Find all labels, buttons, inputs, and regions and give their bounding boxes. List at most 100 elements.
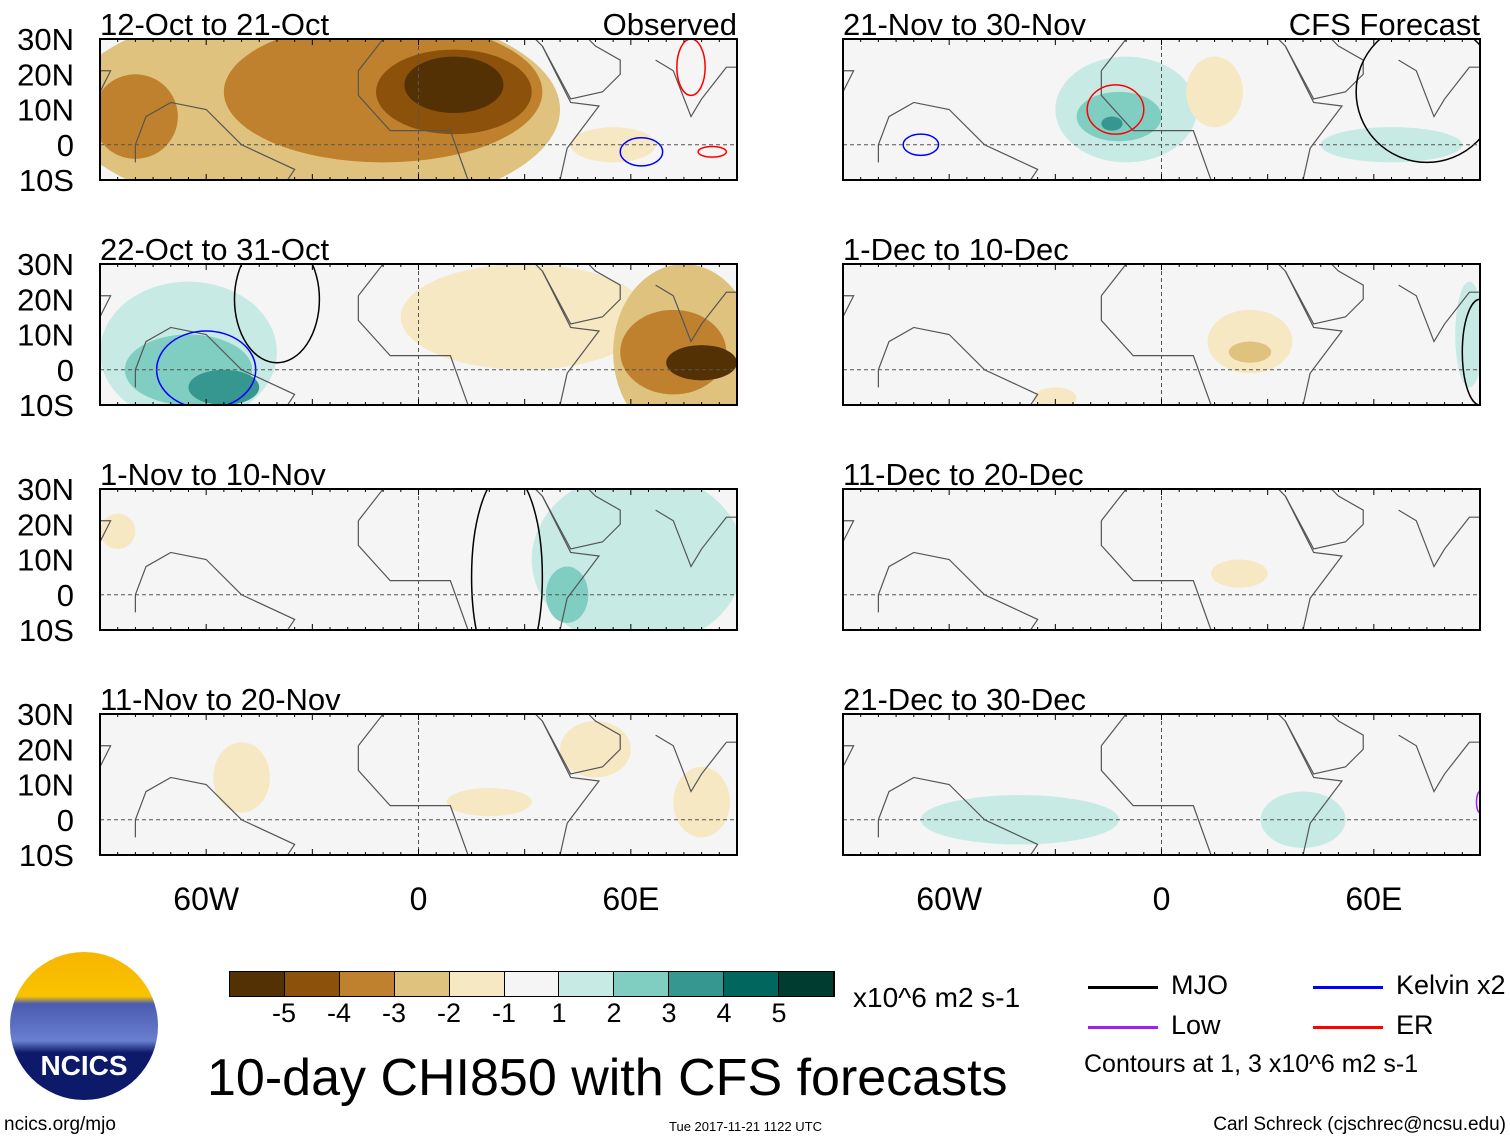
lat-label: 10S bbox=[19, 613, 74, 648]
lat-label: 10N bbox=[17, 93, 74, 128]
lon-label: 60E bbox=[1345, 881, 1402, 917]
anomaly-shade bbox=[446, 788, 532, 817]
anomaly-shade bbox=[666, 345, 737, 381]
lon-label: 60W bbox=[916, 881, 983, 917]
coastline bbox=[1284, 489, 1364, 550]
lat-label: 10N bbox=[17, 318, 74, 353]
coastline bbox=[877, 776, 1039, 855]
coastline bbox=[655, 59, 737, 118]
logo-text: NCICS bbox=[40, 1050, 128, 1081]
coastline bbox=[1100, 489, 1344, 630]
coastline bbox=[100, 714, 112, 768]
coastline bbox=[843, 489, 855, 543]
colorbar-label: -2 bbox=[436, 998, 461, 1028]
colorbar-swatch bbox=[394, 972, 450, 996]
lat-label: 0 bbox=[57, 578, 74, 613]
anomaly-shade bbox=[213, 742, 270, 813]
coastline bbox=[134, 101, 296, 180]
anomaly-shade bbox=[673, 766, 730, 838]
lat-label: 10N bbox=[17, 768, 74, 803]
lon-label: 60W bbox=[173, 881, 240, 917]
anomaly-shade bbox=[1034, 387, 1077, 405]
panel-title: 21-Nov to 30-Nov bbox=[843, 7, 1086, 42]
shading-layer bbox=[843, 264, 1480, 405]
coastline bbox=[1100, 714, 1344, 855]
panel-title: 11-Nov to 20-Nov bbox=[100, 682, 341, 717]
anomaly-shade bbox=[404, 56, 504, 114]
coastline bbox=[1100, 39, 1344, 180]
coastline bbox=[655, 509, 737, 568]
coastline bbox=[1284, 39, 1364, 100]
map-panel: 1-Dec to 10-Dec bbox=[842, 232, 1481, 406]
anomaly-shade bbox=[1228, 341, 1272, 363]
er-contour bbox=[1086, 84, 1145, 135]
panel-title: 11-Dec to 20-Dec bbox=[843, 457, 1084, 492]
anomaly-shade bbox=[100, 513, 136, 549]
coastline bbox=[357, 489, 601, 630]
lat-label: 30N bbox=[17, 697, 74, 732]
coastline bbox=[1398, 509, 1480, 568]
coastline bbox=[100, 264, 112, 318]
colorbar bbox=[229, 971, 835, 997]
map-panel: 21-Dec to 30-Dec 60W 0 60E bbox=[842, 682, 1481, 917]
coastline bbox=[134, 776, 296, 855]
anomaly-shade bbox=[400, 264, 649, 370]
lat-label: 30N bbox=[17, 472, 74, 507]
anomaly-shade bbox=[1207, 309, 1293, 374]
colorbar-label: 2 bbox=[606, 998, 622, 1028]
coastline bbox=[1398, 59, 1480, 118]
anomaly-shade bbox=[1101, 116, 1123, 131]
colorbar-units: x10^6 m2 s-1 bbox=[853, 982, 1021, 1013]
anomaly-shade bbox=[1186, 56, 1243, 128]
colorbar-swatch bbox=[504, 972, 560, 996]
panel-header: CFS Forecast bbox=[1289, 7, 1481, 42]
legend-label: Low bbox=[1171, 1010, 1221, 1040]
shading-layer bbox=[100, 714, 737, 855]
lat-label: 10S bbox=[19, 838, 74, 873]
coastline bbox=[843, 714, 855, 768]
legend-line bbox=[1088, 986, 1158, 989]
legend-line bbox=[1088, 1026, 1158, 1029]
kelvin-contour bbox=[902, 133, 940, 157]
footer-url: ncics.org/mjo bbox=[4, 1114, 116, 1135]
coastline bbox=[843, 264, 855, 318]
coastline bbox=[541, 714, 621, 775]
colorbar-swatch bbox=[669, 972, 725, 996]
colorbar-label: 4 bbox=[716, 998, 732, 1028]
lat-label: 0 bbox=[57, 803, 74, 838]
lat-label: 10S bbox=[19, 163, 74, 198]
colorbar-swatch bbox=[339, 972, 395, 996]
colorbar-swatch bbox=[284, 972, 340, 996]
lon-label: 60E bbox=[602, 881, 659, 917]
coastline bbox=[541, 489, 621, 550]
coastline bbox=[100, 489, 112, 543]
colorbar-label: -1 bbox=[491, 998, 516, 1028]
coastline bbox=[843, 39, 855, 93]
lon-label: 0 bbox=[1153, 881, 1171, 917]
panel-header: Observed bbox=[603, 7, 737, 42]
mjo-contour bbox=[1355, 39, 1480, 164]
lat-label: 20N bbox=[17, 732, 74, 767]
lat-label: 10S bbox=[19, 388, 74, 423]
colorbar-swatch bbox=[449, 972, 505, 996]
colorbar-label: -5 bbox=[271, 998, 296, 1028]
shading-layer bbox=[843, 489, 1480, 630]
coastline bbox=[655, 734, 737, 793]
lat-label: 20N bbox=[17, 282, 74, 317]
coastline bbox=[877, 326, 1039, 405]
lat-label: 30N bbox=[17, 22, 74, 57]
colorbar-swatch bbox=[559, 972, 615, 996]
figure-title: 10-day CHI850 with CFS forecasts bbox=[207, 1049, 1008, 1107]
coastline bbox=[655, 284, 737, 343]
coastline bbox=[357, 264, 601, 405]
anomaly-shade bbox=[1455, 281, 1480, 388]
anomaly-shade bbox=[560, 721, 631, 778]
colorbar-swatch bbox=[614, 972, 670, 996]
mjo-contour bbox=[233, 264, 321, 364]
kelvin-contour bbox=[619, 136, 664, 167]
legend-label: ER bbox=[1396, 1010, 1434, 1040]
panel-title: 12-Oct to 21-Oct bbox=[100, 7, 330, 42]
